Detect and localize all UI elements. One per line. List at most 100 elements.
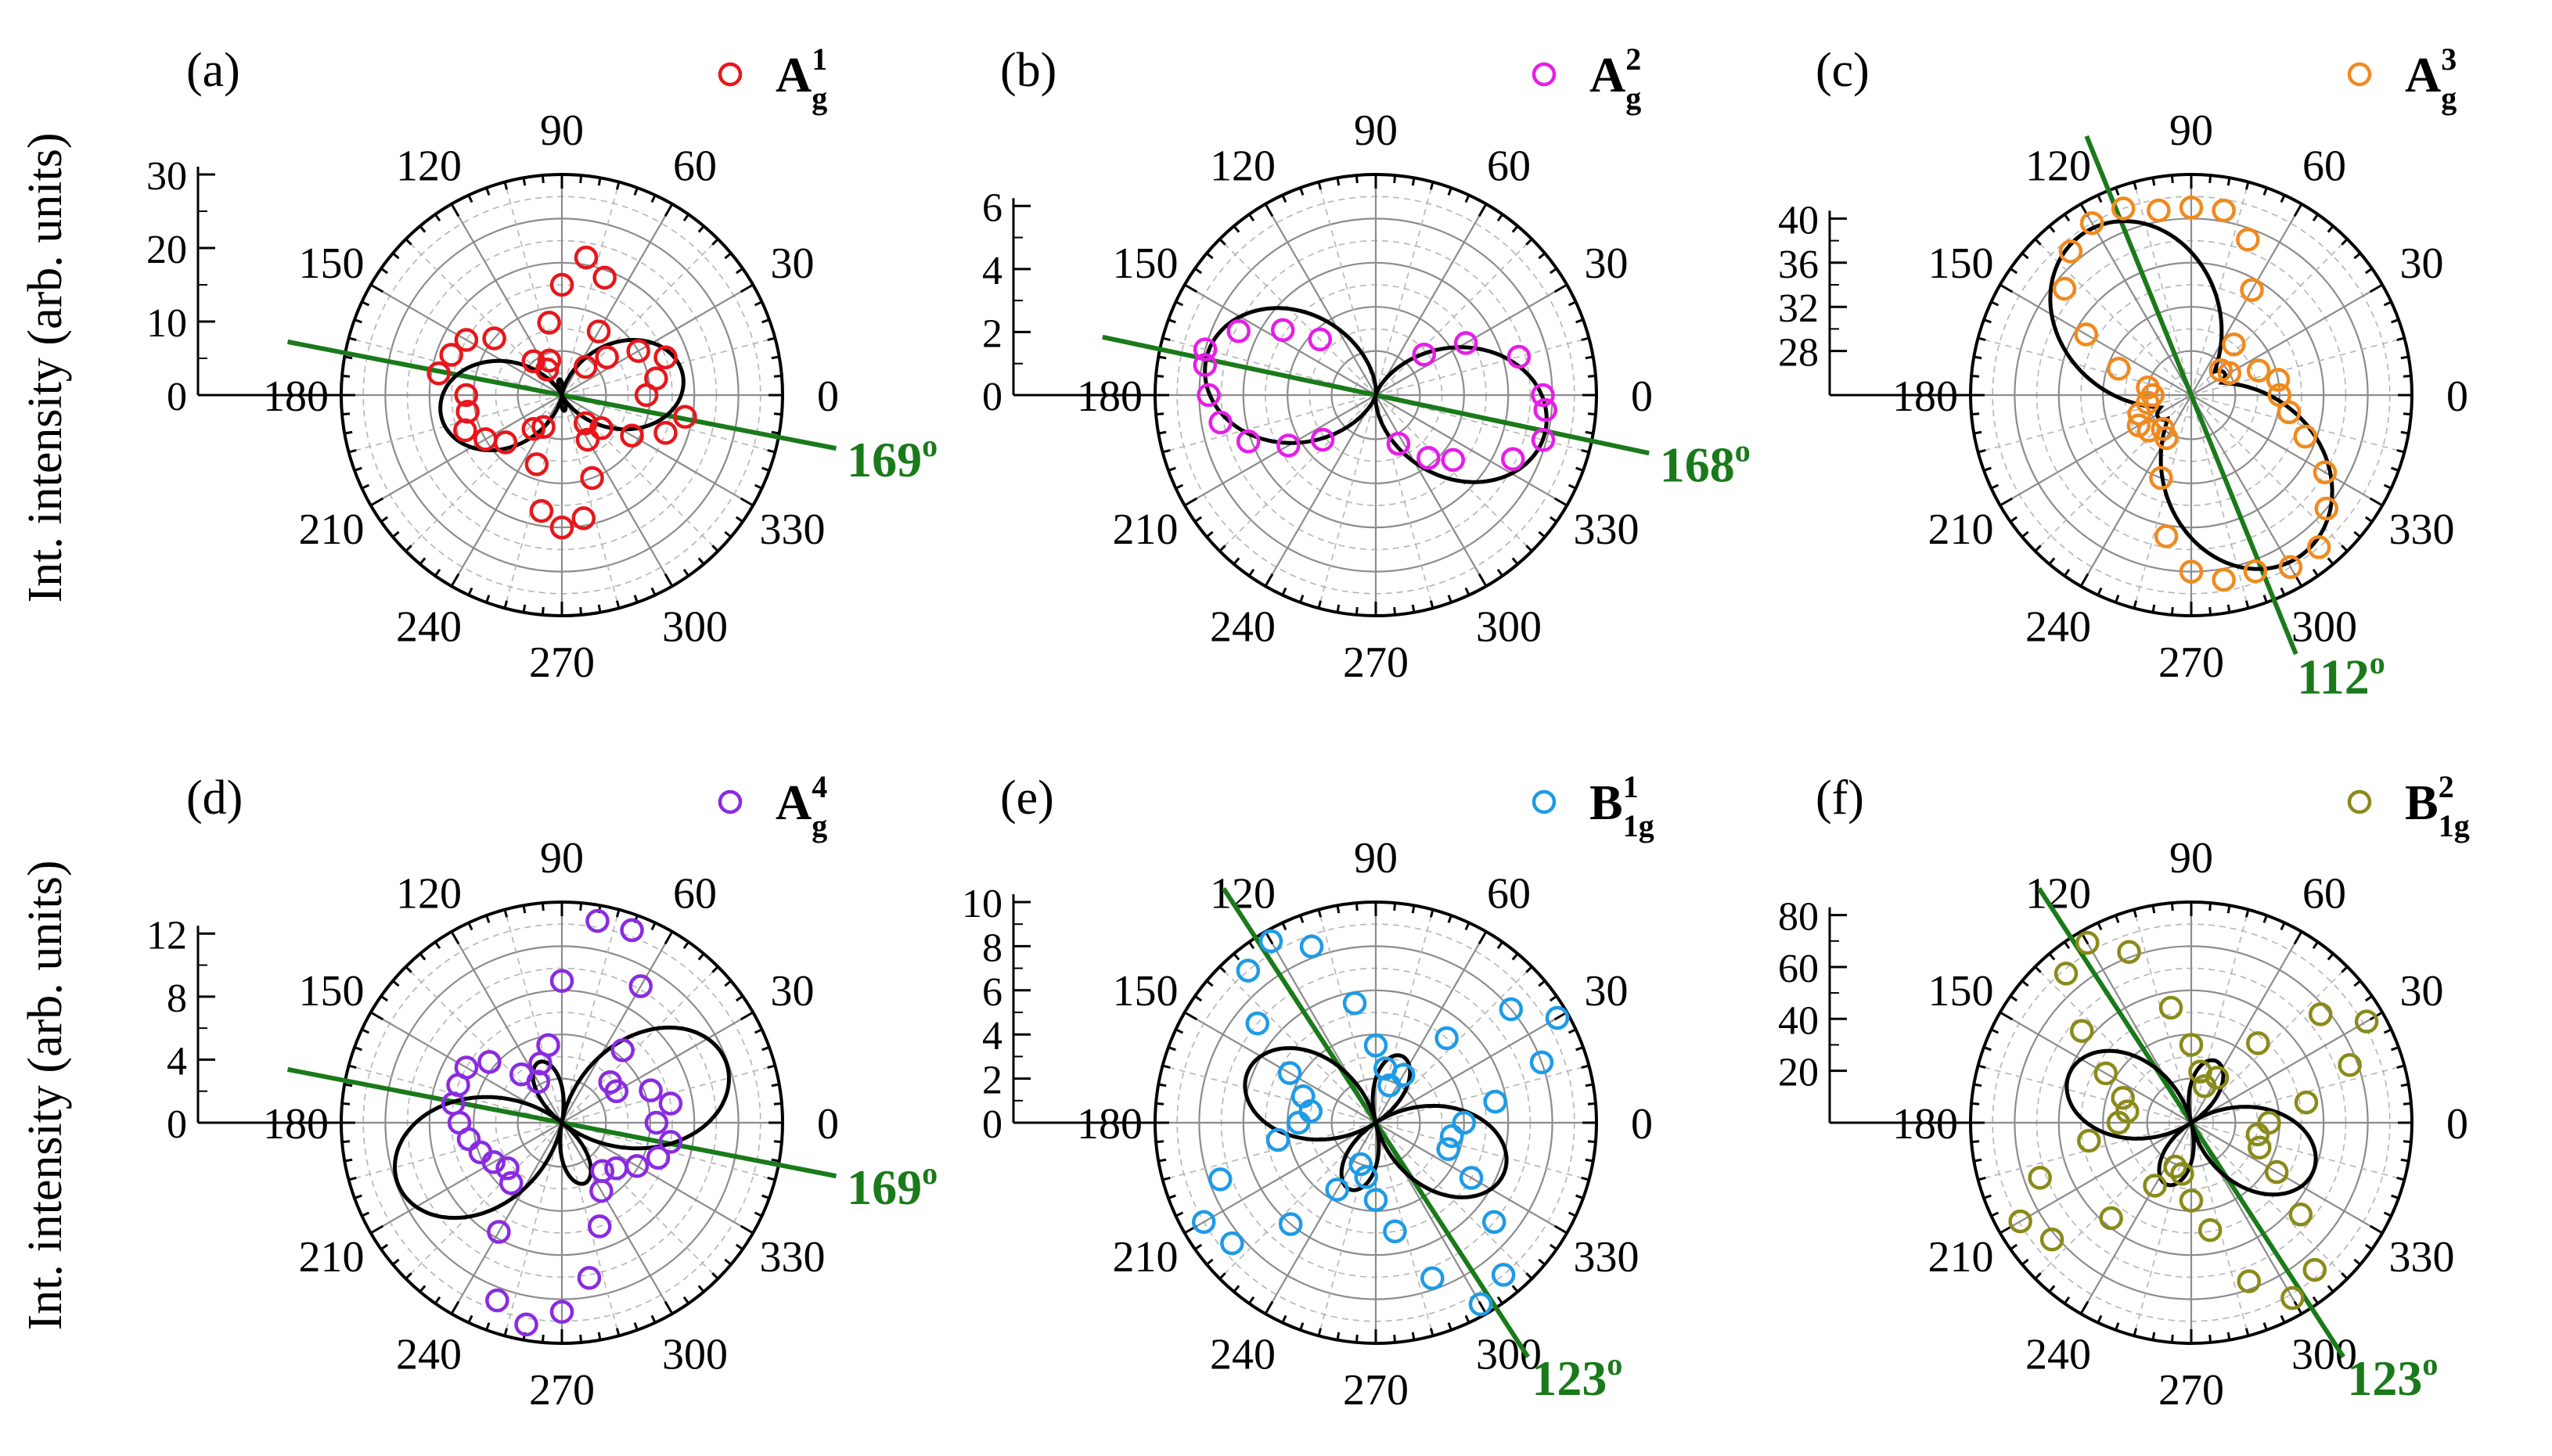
angle-tick-label: 300 xyxy=(1476,1330,1542,1379)
data-point xyxy=(1441,448,1466,473)
outer-tick xyxy=(419,557,427,565)
outer-tick xyxy=(767,1064,776,1070)
outer-tick xyxy=(2280,194,2286,203)
outer-tick xyxy=(2383,300,2392,307)
outer-tick xyxy=(2208,174,2212,184)
outer-tick xyxy=(419,1285,427,1292)
angle-tick-label: 0 xyxy=(817,1100,839,1149)
fit-curve xyxy=(2048,219,2334,571)
r-axis-tick-label: 40 xyxy=(1778,198,1819,243)
outer-tick xyxy=(1218,238,1226,246)
data-point xyxy=(1299,934,1324,959)
outer-tick xyxy=(2151,604,2156,613)
angle-tick-label: 330 xyxy=(2388,505,2454,554)
angle-tick-label: 330 xyxy=(2388,1233,2454,1282)
outer-tick xyxy=(682,1296,689,1304)
data-point xyxy=(1468,1292,1493,1317)
data-point xyxy=(509,1062,534,1087)
outer-tick xyxy=(370,283,384,293)
outer-tick xyxy=(2327,225,2334,233)
grid-spoke xyxy=(1318,909,1377,1123)
data-point xyxy=(2147,198,2171,223)
grid-spoke xyxy=(2035,966,2192,1123)
outer-tick xyxy=(1248,568,1255,577)
data-point xyxy=(2179,196,2204,220)
outer-tick xyxy=(392,980,400,987)
data-point xyxy=(2354,1009,2379,1034)
outer-tick xyxy=(2369,283,2383,293)
outer-tick xyxy=(419,225,427,233)
outer-tick xyxy=(1999,497,2014,507)
outer-tick xyxy=(2010,268,2018,275)
data-point xyxy=(2237,1269,2262,1293)
panel-label: (f) xyxy=(1816,771,1864,825)
outer-tick xyxy=(1587,1102,1596,1105)
grid-spoke xyxy=(1318,394,1377,609)
outer-tick xyxy=(1581,336,1589,342)
data-point xyxy=(1208,410,1233,435)
outer-tick xyxy=(1587,1140,1596,1144)
data-point xyxy=(2212,198,2236,223)
angle-tick-label: 30 xyxy=(2399,239,2443,288)
outer-tick xyxy=(405,238,412,246)
data-point xyxy=(2294,1090,2319,1115)
outer-tick xyxy=(740,1224,754,1235)
legend-subscript: g xyxy=(2441,81,2457,116)
outer-tick xyxy=(2048,1285,2056,1292)
grid-spoke xyxy=(561,239,718,396)
angle-tick-label: 90 xyxy=(2169,834,2213,883)
outer-tick xyxy=(1194,516,1203,523)
outer-tick xyxy=(597,604,602,613)
data-point xyxy=(1193,337,1218,361)
outer-tick xyxy=(2396,1064,2405,1070)
grid-spoke xyxy=(1219,966,1377,1123)
grid-spoke xyxy=(451,931,563,1123)
data-point xyxy=(495,1156,520,1181)
data-point xyxy=(2170,1162,2194,1186)
outer-tick xyxy=(2115,187,2120,196)
outer-tick xyxy=(522,905,527,914)
outer-tick xyxy=(2021,980,2029,987)
outer-tick xyxy=(1990,300,1999,307)
polar-panel: 0 30 60 90 120 150 180 210 240 270 300 330 0 10 20 30 16… xyxy=(146,41,938,687)
outer-tick xyxy=(1553,283,1568,293)
outer-tick xyxy=(2064,214,2071,222)
r-axis-tick-label: 20 xyxy=(146,228,187,272)
r-axis-tick-label: 80 xyxy=(1778,895,1819,940)
data-point xyxy=(644,1110,669,1135)
outer-tick xyxy=(1581,1064,1589,1070)
data-point xyxy=(1325,1177,1349,1202)
outer-tick xyxy=(1568,1028,1577,1034)
data-point xyxy=(1531,428,1556,452)
outer-tick xyxy=(2403,412,2412,416)
legend-subscript: g xyxy=(1625,81,1641,116)
outer-tick xyxy=(711,545,719,552)
outer-tick xyxy=(711,965,719,973)
grid-spoke xyxy=(405,1122,563,1279)
outer-tick xyxy=(434,568,441,577)
grid-spoke xyxy=(1375,931,1487,1123)
outer-tick xyxy=(485,1322,491,1331)
outer-tick xyxy=(1447,595,1452,603)
outer-tick xyxy=(2280,1314,2286,1324)
angle-tick-label: 240 xyxy=(396,1330,462,1379)
outer-tick xyxy=(434,214,441,222)
grid-spoke xyxy=(561,966,718,1123)
outer-tick xyxy=(1983,1194,1992,1199)
outer-tick xyxy=(754,1028,763,1034)
data-point xyxy=(653,345,678,370)
outer-tick xyxy=(2262,915,2268,923)
grid-spoke xyxy=(2190,284,2383,396)
outer-tick xyxy=(2400,1158,2409,1163)
outer-tick xyxy=(1158,1158,1167,1163)
grid-spoke xyxy=(2190,394,2405,453)
data-point xyxy=(537,311,561,335)
outer-tick xyxy=(1168,466,1176,472)
legend-symbol: A xyxy=(1589,47,1625,102)
grid-spoke xyxy=(1375,1122,1532,1279)
angle-tick-label: 270 xyxy=(529,638,595,687)
angle-tick-label: 180 xyxy=(263,372,329,421)
grid-spoke xyxy=(2190,394,2302,587)
data-point xyxy=(2308,1002,2333,1026)
outer-tick xyxy=(1175,1028,1184,1034)
